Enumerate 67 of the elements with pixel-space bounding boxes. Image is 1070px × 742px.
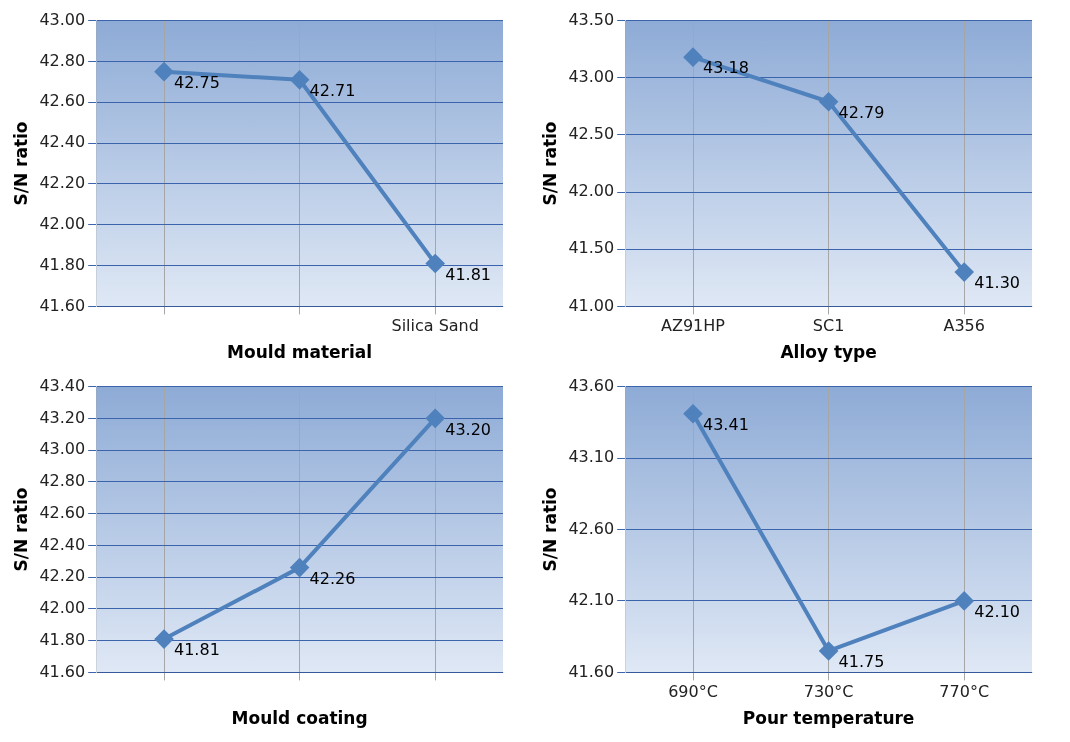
point: [426, 254, 445, 273]
y-tick-label: 42.10: [568, 590, 615, 610]
y-tick-label: 43.20: [39, 407, 86, 427]
point: [819, 92, 838, 111]
y-tick-label: 43.60: [568, 375, 615, 395]
point: [955, 263, 974, 282]
y-tick-label: 42.40: [39, 132, 86, 152]
x-axis-title: Mould material: [227, 342, 373, 363]
y-tick-label: 41.60: [568, 661, 615, 681]
data-label: 41.81: [174, 640, 220, 660]
y-tick-label: 43.50: [568, 9, 615, 29]
y-tick-label: 42.60: [39, 502, 86, 522]
y-tick-label: 41.00: [568, 295, 615, 315]
y-tick-label: 42.00: [39, 598, 86, 618]
y-tick-label: 43.00: [568, 66, 615, 86]
y-tick-label: 42.60: [39, 91, 86, 111]
y-tick-label: 42.00: [39, 213, 86, 233]
x-tick-label: 770°C: [939, 682, 990, 702]
y-tick-label: 42.60: [568, 518, 615, 538]
x-tick-label: A356: [943, 316, 985, 336]
data-label: 43.18: [703, 58, 749, 78]
x-tick-label: AZ91HP: [661, 316, 726, 336]
y-tick-label: 42.00: [568, 181, 615, 201]
y-tick-label: 41.80: [39, 629, 86, 649]
data-label: 42.79: [838, 102, 885, 122]
data-label: 41.30: [974, 273, 1021, 293]
y-tick-label: 41.60: [39, 661, 86, 681]
y-tick-label: 41.60: [39, 295, 86, 315]
y-tick-label: 41.80: [39, 254, 86, 274]
y-axis-title: S/N ratio: [539, 121, 560, 206]
y-tick-label: 42.80: [39, 471, 86, 491]
y-tick-label: 42.80: [39, 50, 86, 70]
y-tick-label: 43.00: [39, 9, 86, 29]
data-label: 42.10: [974, 602, 1021, 622]
y-axis-title: S/N ratio: [10, 487, 31, 572]
y-axis-title: S/N ratio: [10, 121, 31, 206]
point: [155, 62, 173, 81]
data-label: 41.75: [838, 652, 885, 672]
x-tick-label: 690°C: [668, 682, 718, 702]
point: [955, 591, 974, 610]
data-label: 41.81: [445, 264, 492, 284]
x-axis-title: Alloy type: [780, 342, 877, 363]
point: [155, 630, 173, 649]
x-tick-label: SC1: [812, 316, 845, 336]
y-tick-label: 42.20: [39, 566, 86, 586]
point: [426, 409, 445, 428]
data-label: 42.75: [174, 72, 220, 92]
point: [290, 70, 309, 89]
x-tick-label: Silica Sand: [391, 316, 479, 336]
x-axis-title: Pour temperature: [742, 708, 915, 729]
x-tick-label: 730°C: [803, 682, 854, 702]
y-tick-label: 42.50: [568, 124, 615, 144]
point: [684, 48, 702, 67]
y-tick-label: 41.50: [568, 238, 615, 258]
y-tick-label: 43.00: [39, 439, 86, 459]
data-label: 43.41: [703, 414, 749, 434]
data-label: 42.71: [309, 80, 356, 100]
point: [290, 558, 309, 577]
y-tick-label: 42.40: [39, 534, 86, 554]
y-axis-title: S/N ratio: [539, 487, 560, 572]
data-label: 43.20: [445, 419, 492, 439]
point: [684, 404, 702, 423]
y-tick-label: 43.10: [568, 447, 615, 467]
y-tick-label: 42.20: [39, 173, 86, 193]
x-axis-title: Mould coating: [231, 708, 368, 729]
y-tick-label: 43.40: [39, 375, 86, 395]
point: [819, 641, 838, 660]
